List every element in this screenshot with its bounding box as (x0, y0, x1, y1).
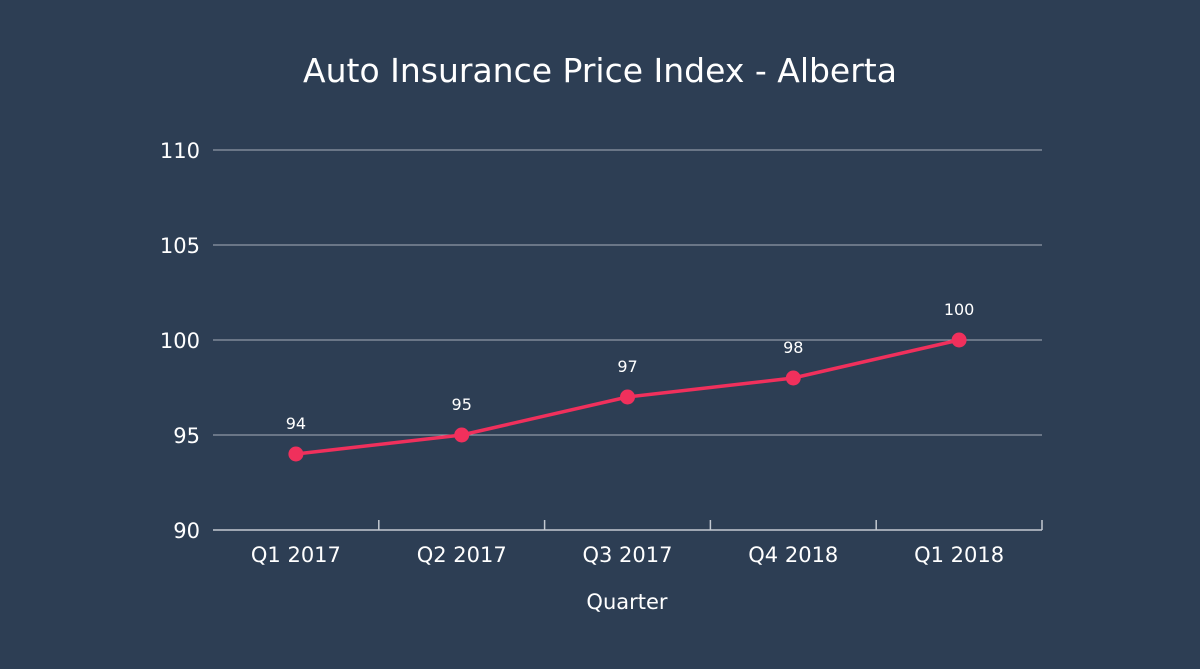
y-tick-label: 95 (173, 424, 200, 448)
data-point[interactable] (951, 332, 967, 348)
x-axis-ticks: Q1 2017 Q2 2017 Q3 2017 Q4 2018 Q1 2018 (251, 543, 1004, 567)
series-layer (288, 332, 967, 462)
data-label: 94 (286, 414, 306, 433)
x-axis-tick-marks (378, 520, 1043, 530)
x-tick-label: Q1 2018 (914, 543, 1004, 567)
x-tick-label: Q1 2017 (251, 543, 341, 567)
x-tick-label: Q2 2017 (417, 543, 507, 567)
y-tick-label: 100 (160, 329, 200, 353)
chart-title: Auto Insurance Price Index - Alberta (303, 51, 897, 90)
y-tick-label: 105 (160, 234, 200, 258)
data-point[interactable] (620, 389, 635, 405)
data-label: 100 (944, 300, 975, 319)
data-labels: 94 95 97 98 100 (286, 300, 975, 433)
y-tick-label: 90 (173, 519, 200, 543)
data-point[interactable] (288, 446, 304, 462)
data-label: 97 (617, 357, 637, 376)
x-axis-label: Quarter (586, 590, 667, 614)
x-tick-label: Q4 2018 (748, 543, 838, 567)
data-point[interactable] (785, 370, 801, 386)
data-point[interactable] (454, 427, 470, 443)
y-axis-ticks: 90 95 100 105 110 (160, 139, 200, 543)
x-tick-label: Q3 2017 (582, 543, 672, 567)
gridlines (213, 149, 1042, 436)
data-label: 98 (783, 338, 803, 357)
y-tick-label: 110 (160, 139, 200, 163)
data-label: 95 (452, 395, 472, 414)
